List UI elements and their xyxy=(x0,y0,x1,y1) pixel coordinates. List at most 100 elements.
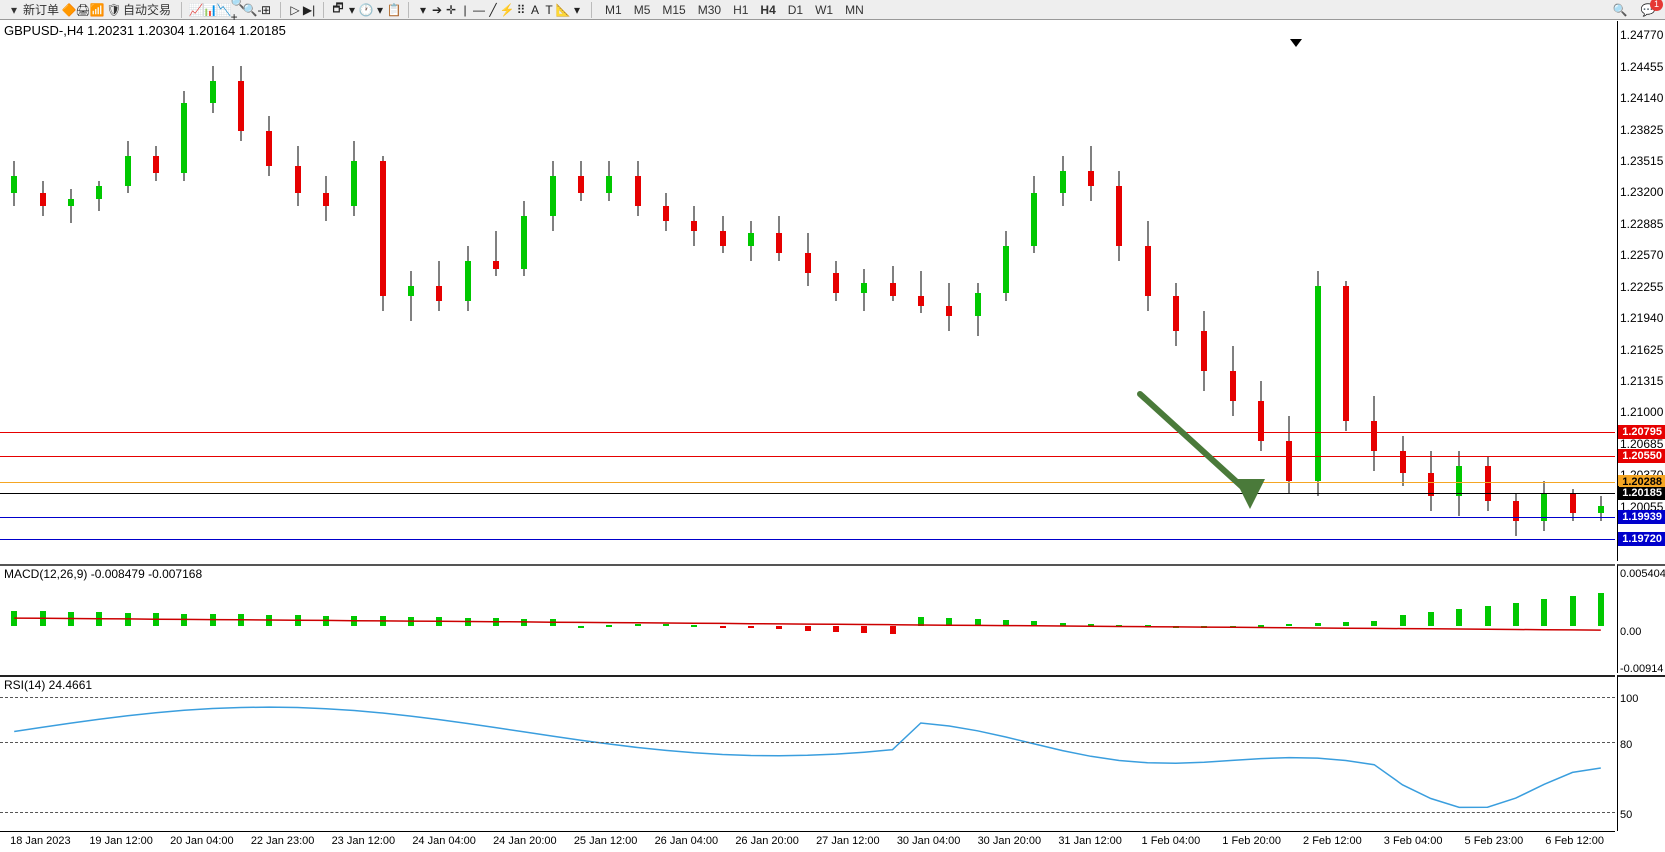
connection-icon[interactable]: 📶 xyxy=(90,3,104,17)
price-level-label: 1.20795 xyxy=(1619,426,1665,438)
date-axis-tick: 26 Jan 20:00 xyxy=(735,835,799,847)
date-axis-tick: 24 Jan 20:00 xyxy=(493,835,557,847)
rsi-label: RSI(14) 24.4661 xyxy=(4,678,92,692)
tf-M5[interactable]: M5 xyxy=(628,0,657,19)
auto-trading-toggle[interactable]: 🛡 自动交易 xyxy=(104,0,174,19)
date-axis-tick: 1 Feb 20:00 xyxy=(1222,835,1281,847)
zoom-out-icon[interactable]: 🔍- xyxy=(245,3,259,17)
date-axis-tick: 5 Feb 23:00 xyxy=(1465,835,1524,847)
date-axis-tick: 31 Jan 12:00 xyxy=(1058,835,1122,847)
price-axis-tick: 1.22255 xyxy=(1620,280,1663,294)
date-axis-tick: 23 Jan 12:00 xyxy=(332,835,396,847)
date-axis-tick: 20 Jan 04:00 xyxy=(170,835,234,847)
text-icon[interactable]: A xyxy=(528,3,542,17)
price-level-line[interactable] xyxy=(0,517,1615,518)
dropdown2-icon[interactable]: ▾ xyxy=(373,3,387,17)
chart-view-group: 📈 📊 📉 🔍+ 🔍- ⊞ xyxy=(185,0,277,19)
price-axis-tick: 1.21940 xyxy=(1620,311,1663,325)
timeframe-group: M1 M5 M15 M30 H1 H4 D1 W1 MN xyxy=(595,0,874,19)
date-axis-tick: 2 Feb 12:00 xyxy=(1303,835,1362,847)
tf-MN[interactable]: MN xyxy=(839,0,870,19)
date-axis-tick: 19 Jan 12:00 xyxy=(89,835,153,847)
tools-icon[interactable]: 🔶 xyxy=(62,3,76,17)
trend-arrow-annotation[interactable] xyxy=(1135,389,1275,509)
tf-M15[interactable]: M15 xyxy=(656,0,691,19)
price-level-label: 1.19720 xyxy=(1619,533,1665,545)
tf-H1[interactable]: H1 xyxy=(727,0,754,19)
date-axis[interactable]: 18 Jan 2023 19 Jan 12:00 20 Jan 04:00 22 Ja… xyxy=(0,831,1615,852)
textbox-icon[interactable]: T xyxy=(542,3,556,17)
price-axis-tick: 1.23200 xyxy=(1620,185,1663,199)
select-icon[interactable]: ▾ xyxy=(416,3,430,17)
tf-W1[interactable]: W1 xyxy=(809,0,839,19)
search-icon[interactable]: 🔍 xyxy=(1613,3,1627,17)
price-axis-tick: 1.23825 xyxy=(1620,123,1663,137)
price-axis-tick: 1.21315 xyxy=(1620,374,1663,388)
price-axis-tick: 1.22570 xyxy=(1620,248,1663,262)
dropdown3-icon[interactable]: ▾ xyxy=(570,3,584,17)
tf-D1[interactable]: D1 xyxy=(782,0,809,19)
auto-trade-icon: 🛡 xyxy=(107,3,121,17)
new-chart-icon[interactable]: 📈 xyxy=(189,3,203,17)
price-axis-tick: 1.24140 xyxy=(1620,91,1663,105)
price-level-label: 1.20550 xyxy=(1619,450,1665,462)
price-axis-tick: 1.24455 xyxy=(1620,60,1663,74)
price-level-line[interactable] xyxy=(0,493,1615,494)
price-axis-tick: 1.24770 xyxy=(1620,28,1663,42)
pattern-icon[interactable]: ⠿ xyxy=(514,3,528,17)
line-chart-icon[interactable]: 📉 xyxy=(217,3,231,17)
report-icon[interactable]: 📋 xyxy=(387,3,401,17)
macd-axis[interactable]: 0.005404 0.00 -0.00914 xyxy=(1617,564,1665,673)
price-axis-tick: 1.21625 xyxy=(1620,343,1663,357)
main-toolbar: ▾ 新订单 🔶 🖨 📶 🛡 自动交易 📈 📊 📉 🔍+ 🔍- ⊞ ▷ ▶| 🗗 … xyxy=(0,0,1665,20)
date-axis-tick: 22 Jan 23:00 xyxy=(251,835,315,847)
tf-M1[interactable]: M1 xyxy=(599,0,628,19)
date-axis-tick: 1 Feb 04:00 xyxy=(1142,835,1201,847)
rsi-panel[interactable]: RSI(14) 24.4661 xyxy=(0,675,1615,831)
select-group: ▾ ➔ ✛ | — ╱ ⚡ ⠿ A T 📐 ▾ xyxy=(412,0,588,19)
scroll-chart-icon[interactable]: ▶| xyxy=(302,3,316,17)
fib-icon[interactable]: ⚡ xyxy=(500,3,514,17)
notification-icon[interactable]: 💬 1 xyxy=(1641,3,1655,17)
price-level-line[interactable] xyxy=(0,456,1615,457)
dropdown-triangle-icon: ▾ xyxy=(7,3,21,17)
date-axis-tick: 26 Jan 04:00 xyxy=(655,835,719,847)
print-icon[interactable]: 🖨 xyxy=(76,3,90,17)
trendline-icon[interactable]: ╱ xyxy=(486,3,500,17)
order-group: ▾ 新订单 🔶 🖨 📶 🛡 自动交易 xyxy=(0,0,178,19)
price-axis-tick: 1.21000 xyxy=(1620,405,1663,419)
price-level-label: 1.19939 xyxy=(1619,511,1665,523)
tf-M30[interactable]: M30 xyxy=(692,0,727,19)
clock-icon[interactable]: 🕐 xyxy=(359,3,373,17)
macd-panel[interactable]: MACD(12,26,9) -0.008479 -0.007168 xyxy=(0,564,1615,673)
price-axis-tick: 1.23515 xyxy=(1620,154,1663,168)
date-axis-tick: 30 Jan 04:00 xyxy=(897,835,961,847)
indicator-icon[interactable]: 📐 xyxy=(556,3,570,17)
price-level-line[interactable] xyxy=(0,539,1615,540)
grid-view-icon[interactable]: ⊞ xyxy=(259,3,273,17)
new-window-group: 🗗 ▾ 🕐 ▾ 📋 xyxy=(327,0,405,19)
rsi-axis[interactable]: 100 80 50 xyxy=(1617,675,1665,831)
chart-area[interactable]: GBPUSD-,H4 1.20231 1.20304 1.20164 1.201… xyxy=(0,21,1665,831)
price-level-label: 1.20185 xyxy=(1619,487,1665,499)
price-axis-tick: 1.22885 xyxy=(1620,217,1663,231)
date-axis-tick: 3 Feb 04:00 xyxy=(1384,835,1443,847)
candlestick-series[interactable] xyxy=(0,21,1615,561)
price-level-line[interactable] xyxy=(0,482,1615,483)
date-axis-tick: 18 Jan 2023 xyxy=(10,835,71,847)
date-axis-tick: 25 Jan 12:00 xyxy=(574,835,638,847)
scroll-right-icon[interactable]: ▷ xyxy=(288,3,302,17)
arrow-cursor-icon[interactable]: ➔ xyxy=(430,3,444,17)
vertical-line-icon[interactable]: | xyxy=(458,3,472,17)
bar-chart-icon[interactable]: 📊 xyxy=(203,3,217,17)
crosshair-icon[interactable]: ✛ xyxy=(444,3,458,17)
tf-H4[interactable]: H4 xyxy=(754,0,781,19)
price-level-line[interactable] xyxy=(0,432,1615,433)
scroll-group: ▷ ▶| xyxy=(284,0,320,19)
new-window-icon[interactable]: 🗗 xyxy=(331,3,345,17)
horizontal-line-icon[interactable]: — xyxy=(472,3,486,17)
new-order-button[interactable]: ▾ 新订单 xyxy=(4,0,62,19)
date-axis-tick: 27 Jan 12:00 xyxy=(816,835,880,847)
macd-label: MACD(12,26,9) -0.008479 -0.007168 xyxy=(4,567,202,581)
dropdown-icon[interactable]: ▾ xyxy=(345,3,359,17)
